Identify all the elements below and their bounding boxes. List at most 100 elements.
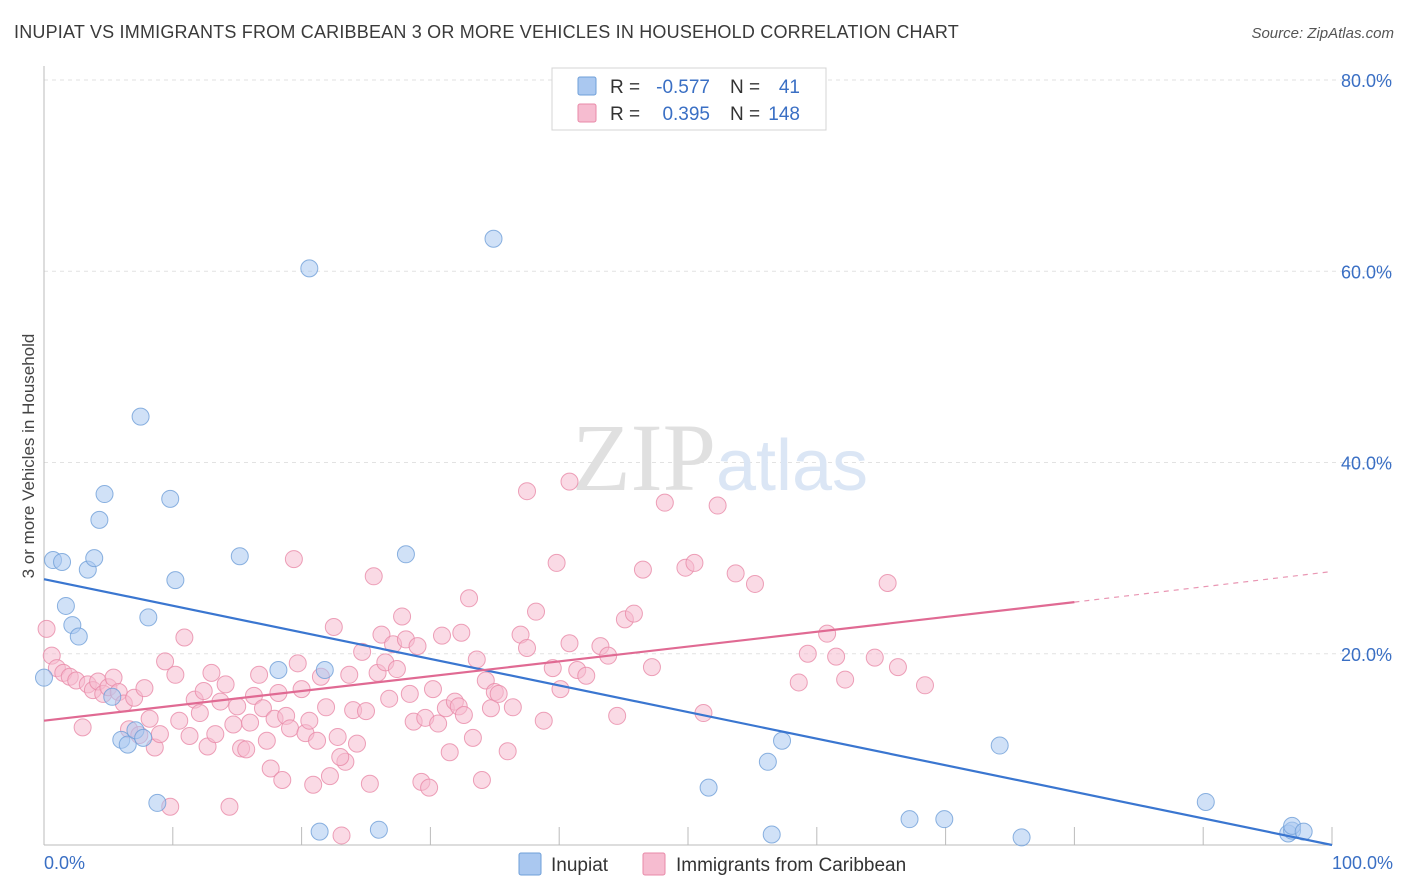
caribbean-point: [655, 493, 674, 512]
caribbean-point: [216, 675, 235, 694]
inupiat-point: [300, 259, 319, 278]
inupiat-point: [230, 547, 249, 566]
caribbean-point: [560, 634, 579, 653]
y-tick-label: 20.0%: [1341, 645, 1392, 665]
caribbean-point: [547, 553, 566, 572]
caribbean-point: [608, 706, 627, 725]
caribbean-point: [156, 652, 175, 671]
inupiat-point: [773, 731, 792, 750]
inupiat-point: [148, 793, 167, 812]
caribbean-point: [726, 564, 745, 583]
chart-title: INUPIAT VS IMMIGRANTS FROM CARIBBEAN 3 O…: [14, 22, 959, 42]
caribbean-point: [170, 711, 189, 730]
legend-label-inupiat: Inupiat: [551, 855, 609, 876]
caribbean-point: [190, 704, 209, 723]
caribbean-point: [463, 728, 482, 747]
caribbean-point: [331, 748, 350, 767]
caribbean-point: [73, 718, 92, 737]
caribbean-point: [527, 602, 546, 621]
inupiat-point: [85, 549, 104, 568]
caribbean-point: [135, 679, 154, 698]
inupiat-point: [56, 596, 75, 615]
caribbean-point: [836, 670, 855, 689]
inupiat-point: [35, 668, 53, 687]
caribbean-point: [37, 619, 56, 638]
inupiat-point: [134, 728, 153, 747]
caribbean-stats-swatch: [577, 103, 597, 123]
caribbean-point: [624, 604, 643, 623]
caribbean-point: [281, 719, 300, 738]
x-tick-label: 100.0%: [1332, 853, 1393, 873]
caribbean-point: [324, 617, 343, 636]
caribbean-point: [288, 654, 307, 673]
inupiat-point: [269, 661, 288, 680]
trend-lines: [43, 570, 1333, 847]
caribbean-r-value: 0.395: [662, 104, 710, 125]
caribbean-point: [400, 684, 419, 703]
inupiat-trend-line: [43, 578, 1333, 847]
inupiat-r-label: R =: [610, 77, 640, 98]
chart-source: Source: ZipAtlas.com: [1251, 25, 1394, 42]
inupiat-point: [315, 661, 334, 680]
caribbean-point: [472, 770, 491, 789]
inupiat-point: [95, 485, 114, 504]
caribbean-point: [888, 658, 907, 677]
inupiat-point: [1196, 792, 1215, 811]
caribbean-trend-extension: [1074, 570, 1333, 603]
caribbean-point: [408, 637, 427, 656]
watermark: ZIPatlas: [572, 404, 868, 511]
caribbean-point: [166, 665, 185, 684]
caribbean-point: [452, 623, 471, 642]
caribbean-point: [467, 650, 486, 669]
caribbean-point: [454, 705, 473, 724]
caribbean-point: [708, 496, 727, 515]
caribbean-point: [789, 673, 808, 692]
caribbean-point: [202, 663, 221, 682]
caribbean-point: [577, 666, 596, 685]
caribbean-point: [292, 680, 311, 699]
inupiat-point: [900, 810, 919, 829]
inupiat-point: [758, 752, 777, 771]
inupiat-point: [484, 229, 503, 248]
y-tick-label: 60.0%: [1341, 262, 1392, 282]
caribbean-point: [241, 713, 260, 732]
caribbean-point: [140, 709, 159, 728]
caribbean-point: [347, 734, 366, 753]
caribbean-point: [423, 680, 442, 699]
caribbean-point: [818, 624, 837, 643]
watermark-atlas: atlas: [716, 426, 868, 506]
caribbean-point: [534, 711, 553, 730]
caribbean-point: [194, 682, 213, 701]
gridlines: [44, 79, 1392, 655]
caribbean-point: [250, 665, 269, 684]
caribbean-point: [357, 702, 375, 721]
caribbean-point: [915, 676, 934, 695]
caribbean-point: [429, 714, 448, 733]
legend-swatch-inupiat: [518, 852, 542, 876]
caribbean-n-label: N =: [730, 104, 760, 125]
inupiat-point: [369, 820, 388, 839]
caribbean-r-label: R =: [610, 104, 640, 125]
caribbean-point: [175, 628, 194, 647]
inupiat-point: [166, 571, 185, 590]
inupiat-point: [139, 608, 158, 627]
caribbean-point: [340, 665, 359, 684]
caribbean-point: [150, 725, 169, 744]
stats-box-frame: [551, 67, 827, 131]
legend-label-caribbean: Immigrants from Caribbean: [676, 855, 906, 876]
inupiat-point: [53, 552, 72, 571]
inupiat-point: [69, 627, 88, 646]
inupiat-stats-swatch: [577, 76, 597, 96]
caribbean-point: [380, 689, 399, 708]
legend-swatch-caribbean: [642, 852, 666, 876]
caribbean-point: [284, 550, 303, 569]
caribbean-point: [827, 647, 846, 666]
inupiat-point: [161, 489, 180, 508]
stats-box: R = -0.577 N = 41 R = 0.395 N = 148: [551, 67, 827, 131]
caribbean-point: [206, 725, 225, 744]
caribbean-point: [180, 726, 199, 745]
caribbean-n-value: 148: [768, 104, 800, 125]
y-tick-label: 40.0%: [1341, 454, 1392, 474]
inupiat-point: [699, 778, 718, 797]
